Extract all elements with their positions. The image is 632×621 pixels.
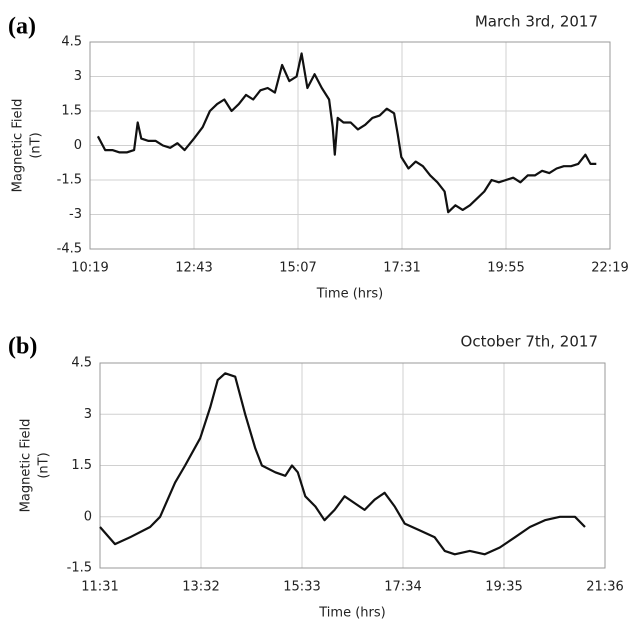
x-tick-label: 15:07 — [279, 261, 316, 276]
y-tick-label: 4.5 — [71, 356, 92, 371]
y-axis-label: Magnetic Field — [19, 419, 34, 513]
y-tick-label: 3 — [74, 69, 82, 84]
y-tick-label: 0 — [84, 509, 92, 524]
x-tick-label: 13:32 — [182, 580, 219, 595]
y-tick-label: 3 — [84, 407, 92, 422]
y-axis-label: Magnetic Field — [11, 99, 26, 193]
y-axis-label: (nT) — [37, 452, 52, 478]
x-tick-label: 19:55 — [487, 261, 524, 276]
x-tick-label: 19:35 — [485, 580, 522, 595]
plot-frame — [99, 362, 606, 569]
data-line — [99, 372, 586, 556]
chart-title: March 3rd, 2017 — [475, 13, 598, 31]
x-tick-label: 22:19 — [591, 261, 628, 276]
x-tick-label: 12:43 — [175, 261, 212, 276]
plot-frame — [89, 41, 611, 250]
x-axis-label: Time (hrs) — [318, 606, 385, 621]
y-tick-label: 1.5 — [71, 458, 92, 473]
y-tick-label: 1.5 — [61, 104, 82, 119]
x-tick-label: 17:34 — [384, 580, 421, 595]
x-tick-label: 11:31 — [81, 580, 118, 595]
y-tick-label: 0 — [74, 138, 82, 153]
y-tick-label: -4.5 — [57, 242, 82, 257]
x-tick-label: 15:33 — [283, 580, 320, 595]
y-axis-label: (nT) — [29, 132, 44, 158]
panel-label: (b) — [8, 334, 37, 360]
y-tick-label: -1.5 — [67, 561, 92, 576]
y-tick-label: -3 — [69, 207, 82, 222]
y-tick-label: -1.5 — [57, 173, 82, 188]
x-axis-label: Time (hrs) — [316, 287, 383, 302]
x-tick-label: 17:31 — [383, 261, 420, 276]
x-tick-label: 10:19 — [71, 261, 108, 276]
data-line — [96, 52, 597, 214]
y-tick-label: 4.5 — [61, 35, 82, 50]
chart-title: October 7th, 2017 — [461, 333, 598, 351]
x-tick-label: 21:36 — [586, 580, 623, 595]
panel-label: (a) — [8, 14, 36, 40]
